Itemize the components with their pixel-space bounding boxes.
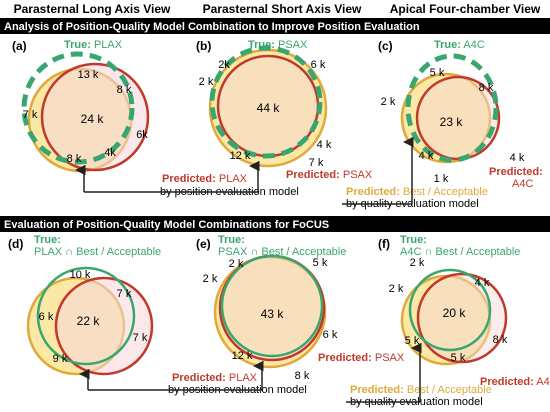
center-count: 22 k [77, 314, 101, 328]
panel-c: (c) True: A4C 23 k 5 k 8 k 2 k 4 k 1 k 4… [378, 39, 525, 185]
true-position-circle [405, 53, 499, 163]
region-count: 7 k [309, 157, 324, 169]
predicted-position-circle [40, 62, 150, 172]
panel-letter: (e) [196, 237, 211, 251]
center-count: 23 k [440, 115, 464, 129]
true-position-circle [209, 45, 323, 159]
true-combined-circle [408, 268, 492, 352]
region-count: 12 k [232, 350, 253, 362]
section1-title: Analysis of Position-Quality Model Combi… [4, 21, 420, 33]
column-header-a4c: Apical Four-chamber View [390, 2, 541, 16]
section2-header-bar [0, 216, 550, 232]
predicted-psax-label: Predicted: PSAX [318, 352, 405, 364]
panel-letter: (d) [8, 237, 23, 251]
predicted-position-circle [416, 272, 508, 364]
true-prefix: True: [400, 234, 427, 246]
column-header-psax: Parasternal Short Axis View [203, 2, 362, 16]
region-count: 8 k [295, 370, 310, 382]
panel-d: (d) True: PLAX ∩ Best / Acceptable 22 k … [8, 234, 161, 376]
region-count: 7 k [117, 288, 132, 300]
center-count: 20 k [443, 306, 467, 320]
region-count: 5 k [405, 335, 420, 347]
region-count: 8 k [117, 84, 132, 96]
panel-f: (f) True: A4C ∩ Best / Acceptable 20 k 2… [378, 234, 520, 366]
region-count: 8 k [479, 82, 494, 94]
panel-letter: (b) [196, 39, 211, 53]
center-count: 43 k [261, 307, 285, 321]
region-count: 6 k [311, 59, 326, 71]
true-combined-circle [36, 266, 136, 366]
center-count: 44 k [257, 101, 281, 115]
panel-letter: (a) [12, 39, 27, 53]
region-count: 2 k [381, 96, 396, 108]
region-count: 10 k [70, 269, 91, 281]
section1-header-bar [0, 18, 550, 34]
region-count: 1 k [434, 173, 449, 185]
true-combined-circle [220, 254, 324, 358]
predicted-position-circle [415, 75, 501, 161]
region-count: 5 k [451, 352, 466, 364]
panel-a: (a) True: PLAX 24 k 13 k 8 k 7 k 6k 4k 8… [12, 39, 150, 173]
true-label: PSAX ∩ Best / Acceptable [218, 246, 346, 258]
predicted-a4c-label: Predicted: [489, 166, 543, 178]
predicted-plax-label: Predicted: PLAX [172, 372, 258, 384]
region-count: 8 k [67, 153, 82, 165]
region-count: 7 k [133, 332, 148, 344]
true-label: True: PLAX [64, 39, 123, 51]
predicted-a4c-value: A4C [512, 178, 533, 190]
predicted-plax-label: Predicted: PLAX [162, 173, 248, 185]
true-label: A4C ∩ Best / Acceptable [400, 246, 520, 258]
true-label: PLAX ∩ Best / Acceptable [34, 246, 161, 258]
panel-letter: (f) [378, 237, 390, 251]
true-position-circle [21, 51, 135, 165]
region-count: 7 k [23, 109, 38, 121]
panel-e: (e) True: PSAX ∩ Best / Acceptable 43 k … [196, 234, 346, 382]
center-count: 24 k [81, 112, 105, 126]
region-count: 4 k [510, 152, 525, 164]
true-label: True: PSAX [248, 39, 308, 51]
region-count: 4 k [317, 139, 332, 151]
predicted-psax-label: Predicted: PSAX [286, 169, 373, 181]
panel-letter: (c) [378, 39, 393, 53]
region-count: 6 k [323, 329, 338, 341]
region-count: 2k [218, 59, 230, 71]
region-count: 6 k [39, 311, 54, 323]
true-prefix: True: [218, 234, 245, 246]
region-count: 2 k [199, 76, 214, 88]
predicted-quality-label: Predicted: Best / Acceptable [346, 186, 488, 198]
region-count: 8 k [493, 334, 508, 346]
predicted-position-circle [54, 276, 154, 376]
region-count: 2 k [229, 258, 244, 270]
region-count: 2 k [389, 283, 404, 295]
region-count: 12 k [230, 150, 251, 162]
section2-title: Evaluation of Position-Quality Model Com… [4, 219, 329, 231]
panel-b: (b) True: PSAX 44 k 2k 6 k 2 k 4 k 7 k 1… [196, 39, 332, 169]
region-count: 5 k [313, 257, 328, 269]
region-count: 13 k [78, 69, 99, 81]
predicted-quality-label: Predicted: Best / Acceptable [350, 384, 492, 396]
region-count: 4 k [475, 277, 490, 289]
region-count: 9 k [53, 353, 68, 365]
predicted-a4c-label: Predicted: A4C [480, 376, 550, 388]
region-count: 4k [104, 147, 116, 159]
region-count: 2 k [410, 257, 425, 269]
column-header-plax: Parasternal Long Axis View [14, 2, 171, 16]
true-label: True: A4C [434, 39, 485, 51]
region-count: 5 k [430, 67, 445, 79]
region-count: 4 k [419, 150, 434, 162]
region-count: 6k [136, 129, 148, 141]
true-prefix: True: [34, 234, 61, 246]
region-count: 2 k [203, 273, 218, 285]
